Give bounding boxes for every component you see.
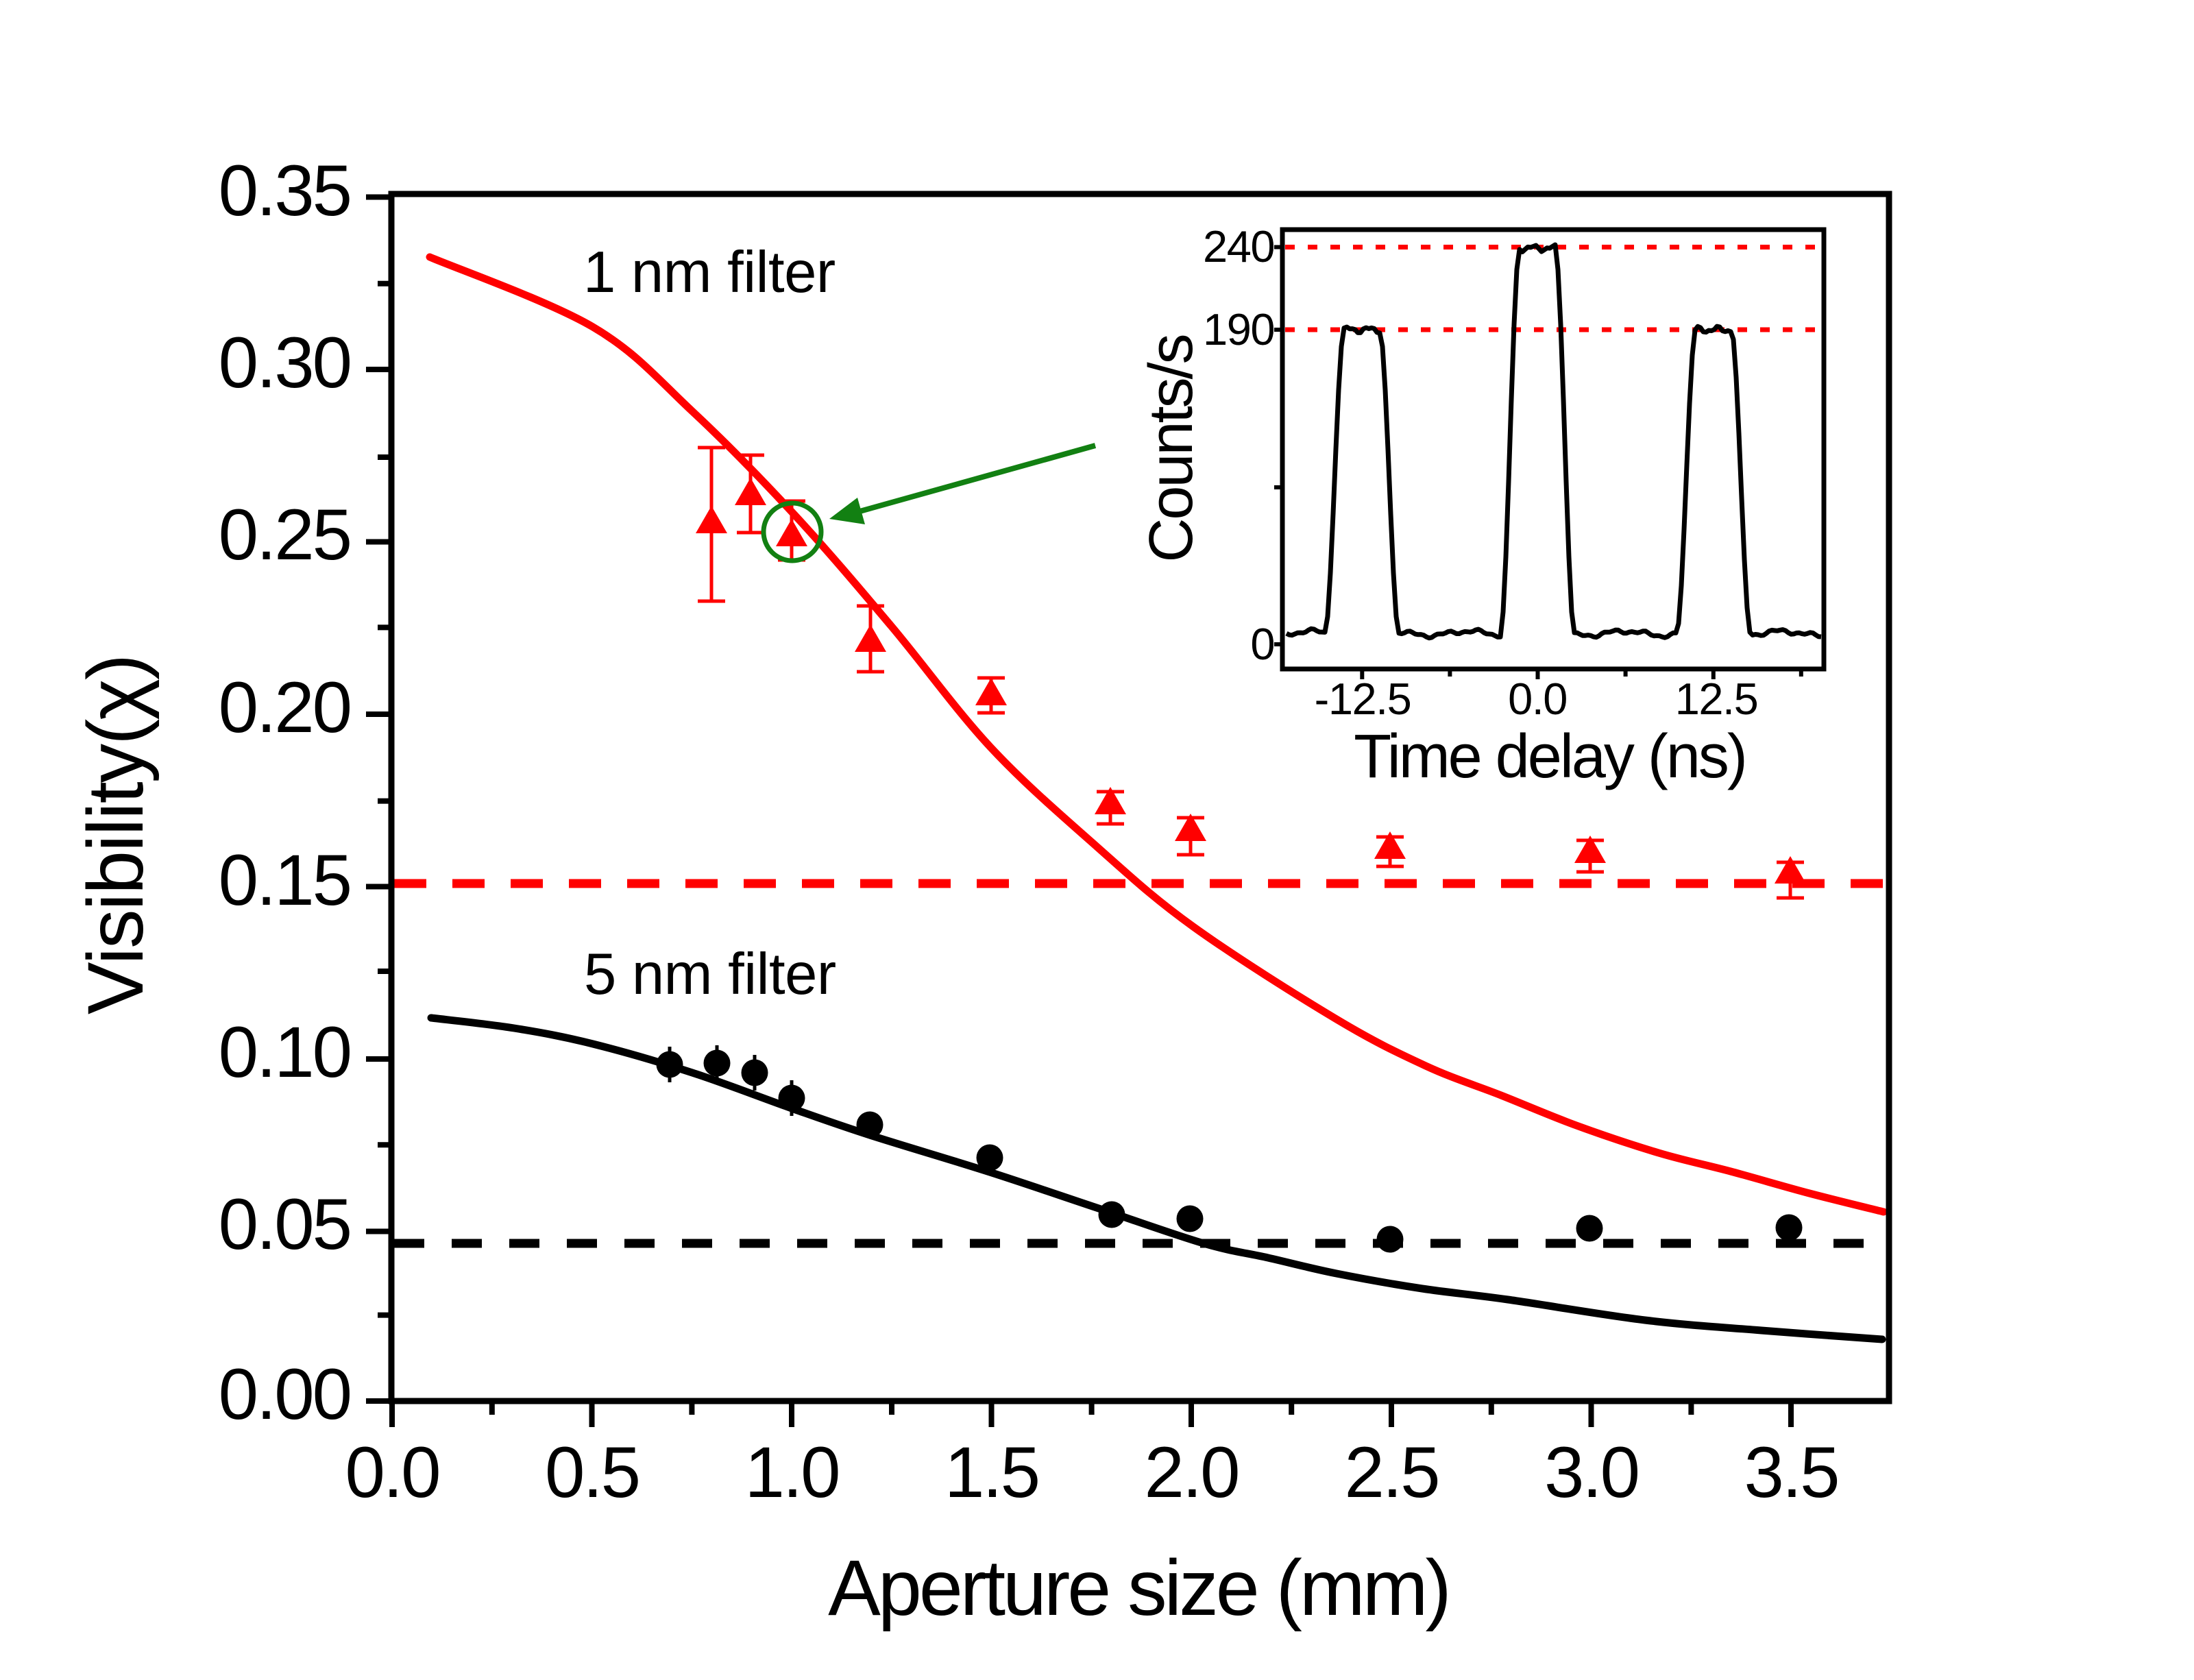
svg-text:0.15: 0.15	[219, 840, 350, 921]
svg-text:12.5: 12.5	[1675, 674, 1758, 724]
svg-text:3.0: 3.0	[1544, 1433, 1638, 1513]
svg-text:5 nm filter: 5 nm filter	[584, 942, 836, 1007]
svg-text:0.00: 0.00	[219, 1354, 350, 1435]
svg-text:3.5: 3.5	[1744, 1433, 1838, 1513]
svg-text:Time delay (ns): Time delay (ns)	[1354, 722, 1746, 791]
svg-text:1.5: 1.5	[944, 1433, 1038, 1513]
svg-text:0.10: 0.10	[219, 1012, 350, 1093]
svg-text:1.0: 1.0	[745, 1433, 839, 1513]
svg-text:-12.5: -12.5	[1315, 674, 1411, 724]
svg-text:0: 0	[1250, 619, 1274, 669]
svg-text:190: 190	[1203, 304, 1274, 354]
svg-text:Counts/s: Counts/s	[1137, 335, 1206, 562]
svg-text:0.05: 0.05	[219, 1184, 350, 1265]
svg-text:Visibility(χ): Visibility(χ)	[72, 655, 160, 1014]
svg-text:Aperture size (mm): Aperture size (mm)	[828, 1544, 1449, 1632]
svg-text:0.30: 0.30	[219, 323, 350, 403]
svg-text:240: 240	[1203, 221, 1274, 271]
svg-text:0.20: 0.20	[219, 668, 350, 748]
svg-text:0.0: 0.0	[1508, 674, 1567, 724]
svg-text:0.0: 0.0	[345, 1433, 439, 1513]
svg-text:1 nm filter: 1 nm filter	[583, 240, 836, 305]
svg-text:2.0: 2.0	[1145, 1433, 1239, 1513]
svg-text:0.25: 0.25	[219, 495, 350, 575]
svg-text:0.5: 0.5	[545, 1433, 639, 1513]
svg-text:2.5: 2.5	[1345, 1433, 1439, 1513]
svg-text:0.35: 0.35	[219, 151, 350, 231]
